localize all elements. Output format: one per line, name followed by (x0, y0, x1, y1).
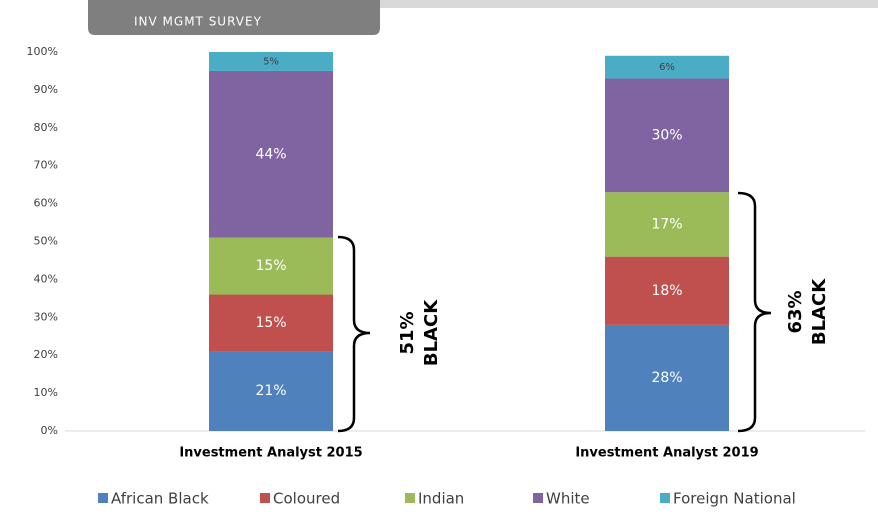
data-label: 6% (659, 62, 675, 73)
y-tick-label: 90% (34, 83, 58, 96)
legend-swatch (533, 493, 543, 503)
bar-segment (605, 192, 729, 257)
data-label: 30% (651, 127, 682, 143)
legend-swatch (260, 493, 270, 503)
bar-segment (209, 351, 333, 431)
legend-swatch (405, 493, 415, 503)
x-tick-label: Investment Analyst 2019 (575, 446, 758, 461)
data-label: 17% (651, 216, 682, 232)
data-label: 28% (651, 370, 682, 386)
bar-segment (209, 52, 333, 71)
brace (337, 235, 371, 433)
y-tick-label: 20% (34, 348, 58, 361)
annotation: 63% (785, 290, 806, 333)
y-tick-label: 40% (34, 272, 58, 285)
annotation: BLACK (421, 299, 442, 366)
data-label: 15% (255, 315, 286, 331)
y-tick-label: 80% (34, 121, 58, 134)
bar-segment (209, 70, 333, 238)
data-label: 5% (263, 56, 279, 67)
bar-segment (209, 237, 333, 295)
brace (737, 191, 772, 433)
header-title: INV MGMT SURVEY (134, 15, 262, 29)
header-bar (88, 0, 878, 8)
data-label: 15% (255, 258, 286, 274)
y-tick-label: 60% (34, 197, 58, 210)
annotation: BLACK (809, 278, 830, 345)
legend-label: Foreign National (673, 490, 796, 508)
legend-swatch (660, 493, 670, 503)
data-label: 18% (651, 283, 682, 299)
bar-segment (605, 78, 729, 193)
y-tick-label: 0% (41, 424, 58, 437)
legend-label: Indian (418, 490, 464, 508)
legend-label: African Black (111, 490, 209, 508)
y-tick-label: 70% (34, 159, 58, 172)
bar-segment (209, 294, 333, 352)
data-label: 44% (255, 146, 286, 162)
legend-swatch (98, 493, 108, 503)
annotation: 51% (397, 311, 418, 354)
y-tick-label: 100% (27, 45, 58, 58)
header-tab (88, 0, 380, 35)
y-tick-label: 10% (34, 386, 58, 399)
legend-label: Coloured (273, 490, 340, 508)
y-tick-label: 30% (34, 310, 58, 323)
bar-segment (605, 256, 729, 325)
legend-label: White (546, 490, 590, 508)
y-tick-label: 50% (34, 235, 58, 248)
bar-segment (605, 55, 729, 79)
bar-segment (605, 324, 729, 431)
data-label: 21% (255, 383, 286, 399)
x-tick-label: Investment Analyst 2015 (179, 446, 362, 461)
